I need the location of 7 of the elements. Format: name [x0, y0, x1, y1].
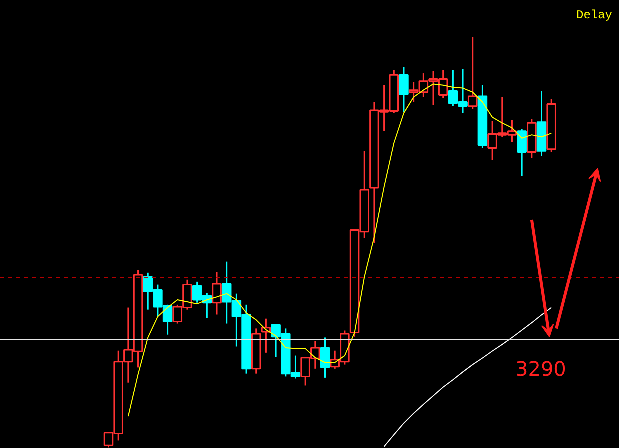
- annotation: 3290: [516, 357, 566, 381]
- text: Delay: [576, 8, 613, 22]
- candlestick: [212, 271, 222, 316]
- candlestick: [399, 66, 409, 113]
- candlestick: [517, 128, 527, 177]
- candlestick: [468, 36, 478, 110]
- candlestick: [320, 336, 330, 379]
